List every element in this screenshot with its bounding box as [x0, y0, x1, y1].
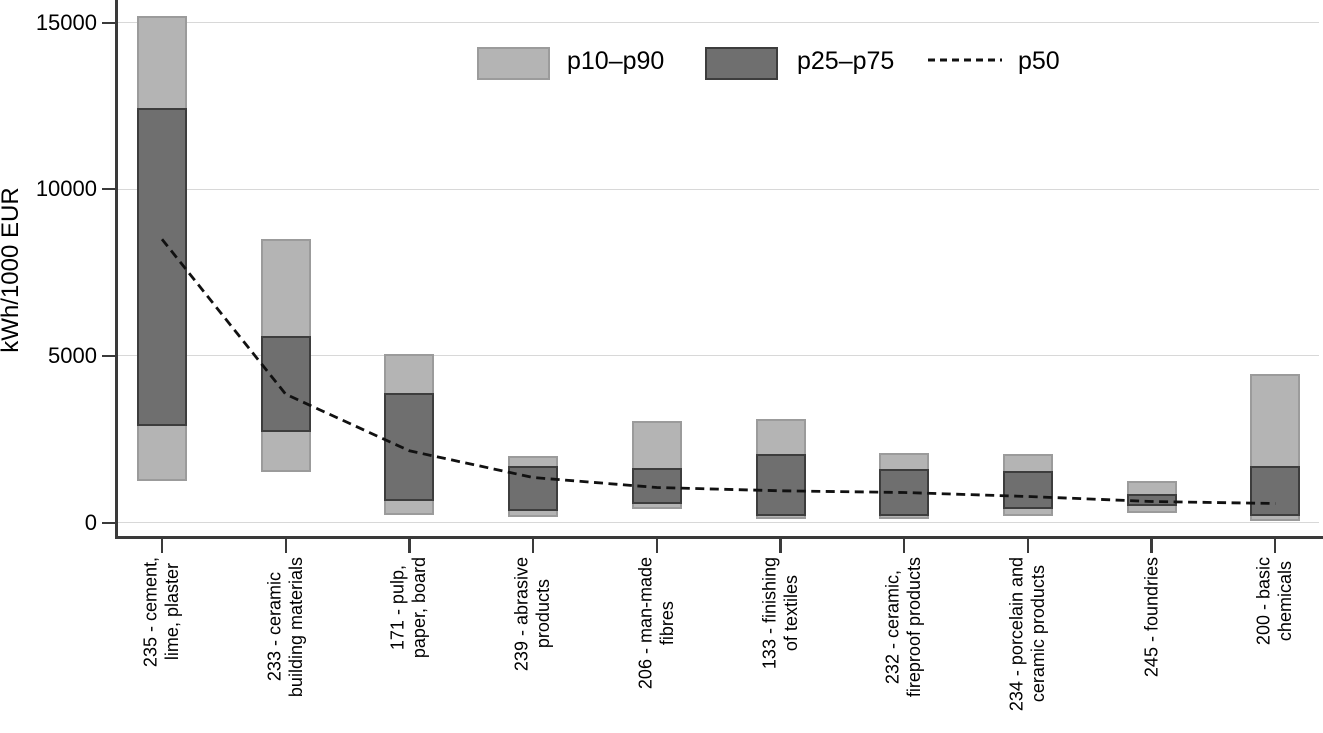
bar-p25-p75-206 — [631, 467, 682, 505]
bar-p25-p75-171 — [384, 392, 435, 501]
gridline-10000 — [118, 188, 1319, 190]
x-tick-232 — [903, 538, 906, 553]
gridline-15000 — [118, 21, 1319, 24]
y-tick-label-5000: 5000 — [48, 342, 97, 368]
x-tick-133 — [779, 538, 782, 553]
x-tick-239 — [531, 538, 535, 553]
x-label-235: 235 - cement, lime, plaster — [140, 557, 183, 668]
p50-polyline — [160, 238, 1276, 505]
x-tick-171 — [408, 538, 411, 553]
y-tick-label-15000: 15000 — [35, 9, 97, 35]
x-tick-234 — [1026, 538, 1030, 553]
y-tick-10000 — [102, 188, 117, 191]
y-tick-label-10000: 10000 — [35, 176, 97, 202]
y-tick-0 — [102, 521, 117, 524]
bar-p25-p75-234 — [1002, 470, 1053, 510]
x-label-200: 200 - basic chemicals — [1253, 557, 1296, 646]
bar-p25-p75-133 — [755, 454, 806, 516]
x-tick-233 — [284, 538, 287, 553]
bar-p25-p75-200 — [1250, 465, 1301, 517]
legend-dash-sample-p50 — [928, 58, 1002, 62]
x-label-232: 232 - ceramic, fireproof products — [882, 557, 925, 698]
legend: p10–p90 p25–p75 p50 — [0, 0, 1323, 90]
x-tick-200 — [1274, 538, 1277, 553]
bar-p25-p75-239 — [508, 465, 559, 511]
x-tick-206 — [655, 538, 658, 553]
bar-p25-p75-233 — [260, 335, 311, 433]
x-label-234: 234 - porcelain and ceramic products — [1006, 557, 1048, 712]
legend-swatch-p10-p90 — [477, 47, 550, 80]
x-tick-235 — [160, 538, 164, 553]
bar-p25-p75-235 — [137, 107, 187, 426]
legend-label-p50: p50 — [1018, 47, 1060, 75]
y-axis-line — [115, 0, 118, 539]
x-label-245: 245 - foundries — [1140, 557, 1161, 678]
y-tick-15000 — [102, 21, 117, 24]
y-axis-label: kWh/1000 EUR — [0, 187, 24, 353]
x-label-171: 171 - pulp, paper, board — [387, 557, 430, 659]
gridline-0 — [118, 521, 1319, 524]
legend-label-p25-p75: p25–p75 — [797, 47, 895, 75]
x-label-206: 206 - man-made fibres — [635, 557, 677, 690]
y-tick-5000 — [102, 354, 117, 357]
x-axis-line — [115, 536, 1323, 539]
x-label-239: 239 - abrasive products — [511, 557, 554, 672]
x-label-233: 233 - ceramic building materials — [264, 557, 306, 698]
bar-p25-p75-245 — [1126, 494, 1177, 506]
legend-swatch-p25-p75 — [705, 47, 778, 80]
legend-label-p10-p90: p10–p90 — [567, 47, 665, 75]
x-label-133: 133 - finishing of textiles — [759, 557, 801, 670]
y-tick-label-0: 0 — [84, 509, 97, 535]
bar-p25-p75-232 — [879, 469, 930, 516]
x-tick-245 — [1150, 538, 1153, 553]
